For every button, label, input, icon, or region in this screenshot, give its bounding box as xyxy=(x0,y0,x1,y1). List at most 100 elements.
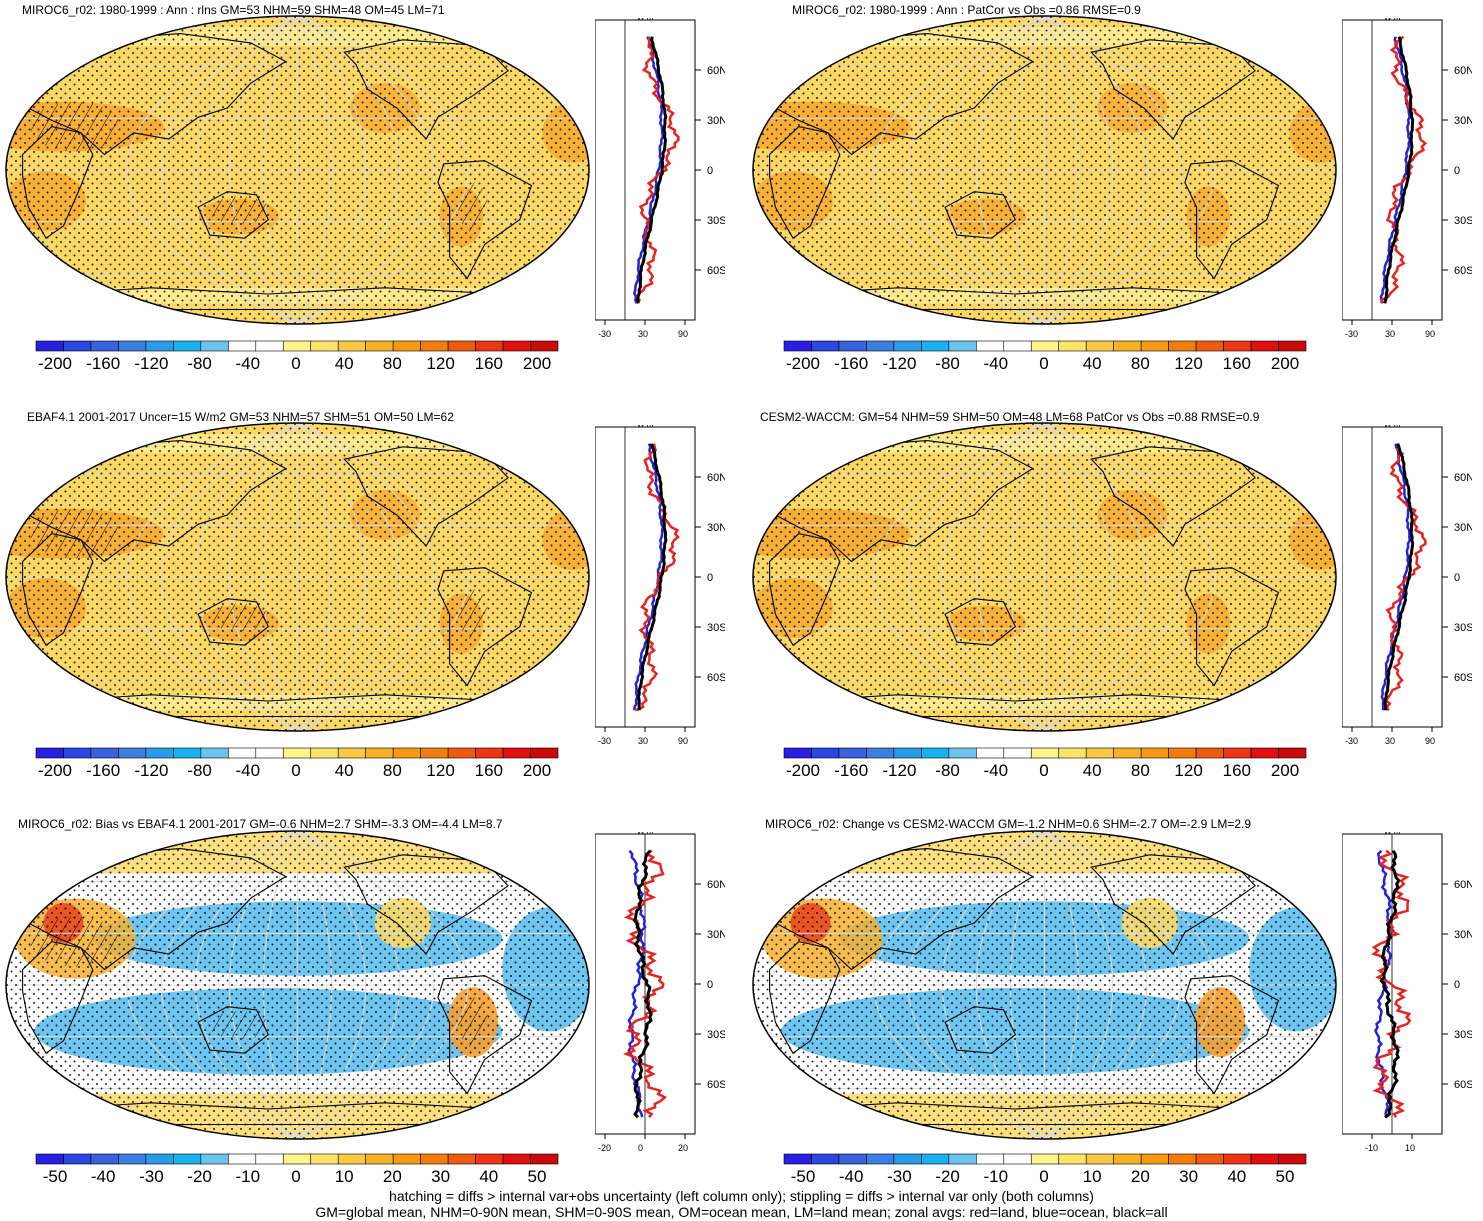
colorbar-swatch xyxy=(200,340,229,352)
colorbar-label: 80 xyxy=(1130,761,1150,780)
colorbar-swatch xyxy=(783,1153,812,1165)
colorbar-label: 200 xyxy=(522,761,552,780)
zonal-line-all xyxy=(632,849,653,1119)
panel-title: MIROC6_r02: 1980-1999 : Ann : rlns GM=53… xyxy=(22,3,445,17)
panel-title: CESM2-WACCM: GM=54 NHM=59 SHM=50 OM=48 L… xyxy=(760,410,1260,424)
colorbar-label: 160 xyxy=(474,354,503,373)
zonal-x-tick-label: -30 xyxy=(1345,329,1358,339)
colorbar-swatch xyxy=(90,747,119,759)
colorbar-swatch xyxy=(976,340,1005,352)
coastline-australia xyxy=(944,598,1016,646)
colorbar-label: -40 xyxy=(235,761,261,780)
coastline-samerica xyxy=(1184,160,1280,280)
colorbar-label: 200 xyxy=(1270,354,1300,373)
global-map xyxy=(5,15,590,325)
colorbar-label: -200 xyxy=(785,354,821,373)
lat-tick-label: 60N xyxy=(707,472,725,484)
coastline-samerica xyxy=(1184,975,1280,1095)
colorbar-swatch xyxy=(783,340,812,352)
colorbar-swatch xyxy=(1168,1153,1197,1165)
colorbar-label: -120 xyxy=(134,354,169,373)
colorbar-swatch xyxy=(1223,747,1252,759)
colorbar-label: 120 xyxy=(1174,354,1203,373)
lat-tick-label: 0 xyxy=(707,979,713,991)
colorbar-swatch xyxy=(118,1153,147,1165)
lat-tick-label: 60N xyxy=(707,879,725,891)
footer-line-2: GM=global mean, NHM=0-90N mean, SHM=0-90… xyxy=(315,1204,1168,1220)
colorbar-swatch xyxy=(475,1153,504,1165)
colorbar-swatch xyxy=(282,340,312,352)
zonal-x-tick-label: 30 xyxy=(1385,736,1395,746)
zonal-x-tick-label: -10 xyxy=(1365,1143,1378,1153)
colorbar-swatch xyxy=(118,340,147,352)
colorbar-swatch xyxy=(1223,1153,1252,1165)
panel-title: MIROC6_r02: 1980-1999 : Ann : PatCor vs … xyxy=(792,3,1141,17)
colorbar-swatch xyxy=(1168,747,1197,759)
zonal-x-tick-label: -20 xyxy=(598,1143,611,1153)
zonal-mean-plot: W m² 60N 30N 0 30S 60S -30 30 90 xyxy=(1342,425,1472,746)
coastline-greenland xyxy=(471,838,533,868)
colorbar-label: 50 xyxy=(527,1167,547,1186)
colorbar-swatch xyxy=(392,1153,421,1165)
colorbar-label: 40 xyxy=(334,354,354,373)
colorbar-label: -120 xyxy=(882,761,917,780)
colorbar-label: 0 xyxy=(291,1167,301,1186)
colorbar-swatch xyxy=(1140,1153,1169,1165)
zonal-x-tick-label: -30 xyxy=(1345,736,1358,746)
zonal-line-all xyxy=(1383,36,1415,304)
colorbar-label: 0 xyxy=(1039,354,1049,373)
colorbar-label: -40 xyxy=(983,354,1009,373)
lat-tick-label: 60N xyxy=(707,65,725,77)
colorbar xyxy=(783,340,1307,352)
colorbar-label: -50 xyxy=(790,1167,816,1186)
colorbar-swatch xyxy=(811,340,840,352)
lat-tick-label: 30N xyxy=(1454,929,1472,941)
coastline-greenland xyxy=(1218,23,1280,53)
coastline-namerica xyxy=(1090,446,1256,547)
colorbar-swatch xyxy=(1003,1153,1032,1165)
colorbar-swatch xyxy=(1195,1153,1224,1165)
colorbar-swatch xyxy=(337,747,366,759)
panel-title: MIROC6_r02: Bias vs EBAF4.1 2001-2017 GM… xyxy=(18,817,503,831)
colorbar-swatch xyxy=(173,340,202,352)
colorbar-swatch xyxy=(255,747,284,759)
coastline-australia xyxy=(197,191,269,239)
global-map xyxy=(5,830,590,1140)
zonal-line-land xyxy=(622,849,667,1119)
colorbar-swatch xyxy=(1085,340,1114,352)
zonal-x-tick-label: -30 xyxy=(598,329,611,339)
coastline-australia xyxy=(944,1006,1016,1054)
colorbar-swatch xyxy=(1250,1153,1279,1165)
colorbar-label: -40 xyxy=(983,761,1009,780)
zonal-x-tick-label: 90 xyxy=(678,736,688,746)
colorbar-swatch xyxy=(1278,747,1307,759)
colorbar-swatch xyxy=(282,1153,312,1165)
colorbar-swatch xyxy=(893,1153,922,1165)
colorbar-swatch xyxy=(145,747,174,759)
colorbar-label: -10 xyxy=(983,1167,1009,1186)
colorbar-swatch xyxy=(1278,1153,1307,1165)
coastline-namerica xyxy=(343,39,509,140)
colorbar-label: 0 xyxy=(291,761,301,780)
colorbar-swatch xyxy=(145,1153,174,1165)
colorbar-swatch xyxy=(90,1153,119,1165)
colorbar-swatch xyxy=(365,1153,394,1165)
footer-line-1: hatching = diffs > internal var+obs unce… xyxy=(389,1188,1094,1204)
zonal-unit-label: W m² xyxy=(637,425,656,429)
colorbar-swatch xyxy=(1140,747,1169,759)
colorbar-label: 80 xyxy=(382,761,402,780)
colorbar-label: -50 xyxy=(42,1167,68,1186)
colorbar-swatch xyxy=(310,1153,339,1165)
lat-tick-label: 30S xyxy=(1454,215,1472,227)
zonal-unit-label: W m² xyxy=(637,18,656,22)
colorbar-label: 40 xyxy=(1082,761,1102,780)
global-map xyxy=(752,422,1337,732)
zonal-x-tick-label: 30 xyxy=(638,736,648,746)
colorbar xyxy=(35,747,559,759)
colorbar-swatch xyxy=(228,340,257,352)
colorbar-swatch xyxy=(35,1153,64,1165)
colorbar-swatch xyxy=(530,340,559,352)
coastline-namerica xyxy=(343,446,509,547)
colorbar-swatch xyxy=(502,340,531,352)
colorbar-swatch xyxy=(866,1153,895,1165)
